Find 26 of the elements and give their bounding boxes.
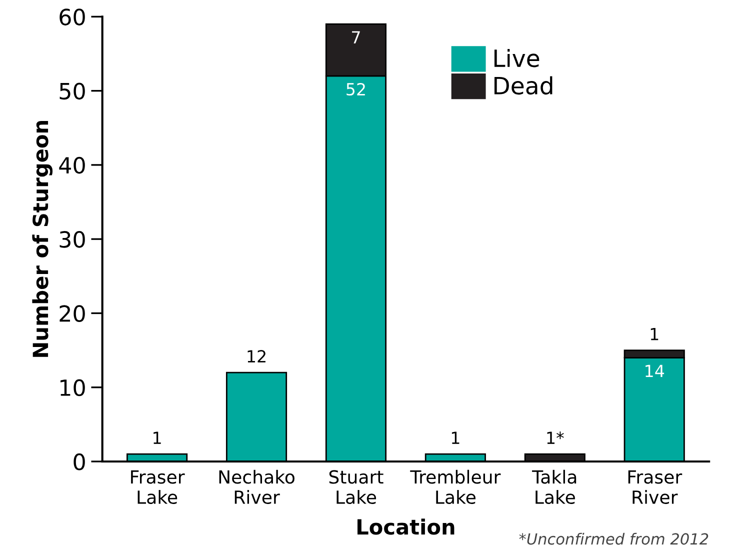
data-label: 1	[154, 432, 161, 444]
y-tick-label: 40	[59, 156, 85, 174]
y-tick-label: 10	[60, 379, 85, 396]
x-axis-title: Location	[358, 518, 454, 535]
y-tick-label: 30	[60, 231, 85, 248]
data-label: 1*	[547, 432, 564, 444]
x-tick-label: Fraser River	[628, 470, 682, 504]
y-tick-label: 20	[60, 305, 85, 322]
y-tick-label: 60	[60, 8, 85, 26]
data-label: 1	[650, 328, 658, 340]
text: *Unconfirmed from 2012	[519, 532, 708, 545]
x-tick-label: Nechako River	[219, 470, 294, 504]
data-label: 12	[248, 350, 266, 362]
data-label: 7	[352, 31, 360, 44]
data-label: 14	[646, 364, 664, 378]
x-tick-label: Stuart Lake	[329, 470, 384, 504]
x-tick-label: Takla Lake	[532, 470, 576, 504]
y-axis-title: Number of Sturgeon	[32, 120, 53, 357]
data-label: 52	[346, 82, 365, 96]
x-tick-label: Fraser Lake	[131, 470, 185, 504]
legend-label: Live	[494, 48, 540, 68]
legend-label: Dead	[494, 76, 552, 95]
y-tick-label: 50	[60, 82, 85, 100]
data-label: 1	[452, 432, 460, 444]
y-tick-label: 0	[74, 453, 85, 470]
x-tick-label: Trembleur Lake	[410, 470, 501, 504]
